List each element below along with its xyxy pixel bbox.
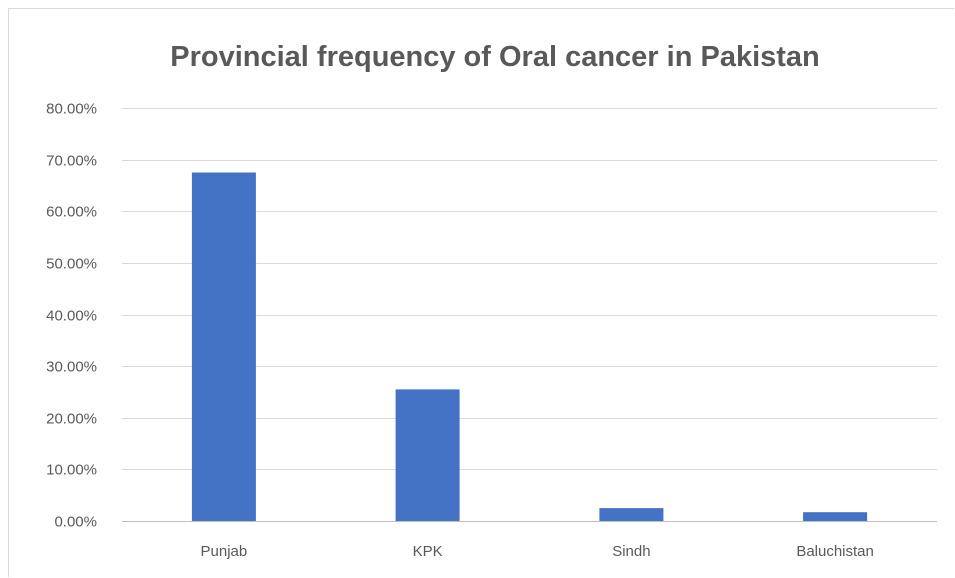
y-tick-label: 80.00% <box>46 101 97 118</box>
y-tick-label: 40.00% <box>46 308 97 325</box>
y-tick-label: 10.00% <box>46 462 97 479</box>
x-tick-label: KPK <box>413 543 443 560</box>
x-tick-label: Baluchistan <box>796 543 874 560</box>
chart-frame <box>8 8 954 577</box>
bar-punjab <box>191 172 256 521</box>
x-tick-label: Sindh <box>612 543 650 560</box>
x-axis-ticks: Punjab KPK Sindh Baluchistan <box>201 543 874 560</box>
y-axis-ticks: 0.00% 10.00% 20.00% 30.00% 40.00% 50.00% 60.00… <box>46 101 97 531</box>
y-tick-label: 60.00% <box>46 204 97 221</box>
bar-kpk <box>395 389 460 521</box>
y-tick-label: 70.00% <box>46 153 97 170</box>
y-tick-label: 30.00% <box>46 359 97 376</box>
y-tick-label: 50.00% <box>46 256 97 273</box>
y-tick-label: 0.00% <box>54 514 97 531</box>
y-tick-label: 20.00% <box>46 411 97 428</box>
bar-sindh <box>599 508 664 521</box>
gridlines <box>122 108 937 522</box>
chart-title: Provincial frequency of Oral cancer in P… <box>170 41 820 73</box>
bars <box>191 172 868 521</box>
x-tick-label: Punjab <box>201 543 248 560</box>
bar-baluchistan <box>803 512 868 521</box>
